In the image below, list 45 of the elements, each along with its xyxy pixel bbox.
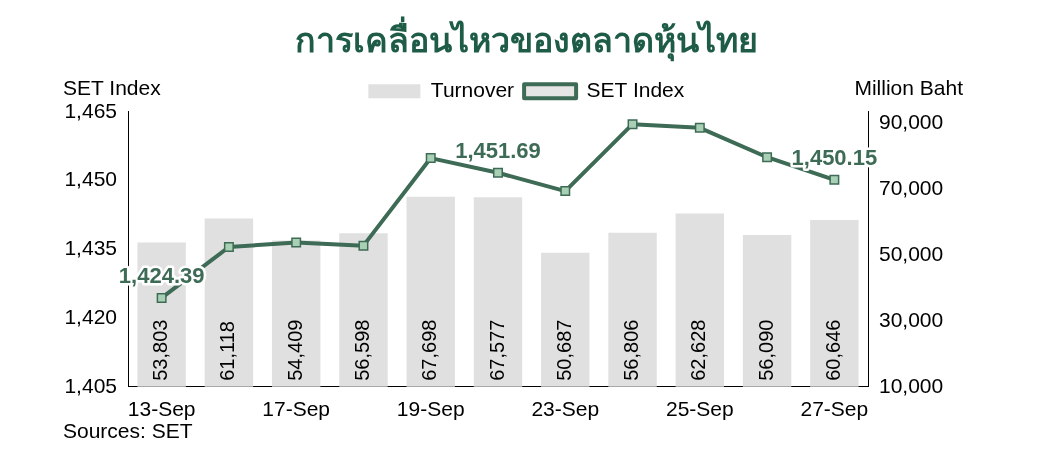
y-tick-label: 1,405	[64, 373, 117, 397]
y2-tick-label: 30,000	[879, 307, 944, 331]
y-tick-label: 1,435	[64, 236, 117, 260]
y2-axis-title: Million Baht	[854, 76, 964, 99]
source-note: Sources: SET	[63, 419, 193, 442]
data-label: 61,118	[216, 321, 239, 381]
x-tick-label: 25-Sep	[665, 397, 734, 421]
y-tick-label: 1,450	[64, 167, 117, 191]
y2-tick-label: 10,000	[879, 373, 944, 397]
data-label: 62,628	[687, 319, 710, 381]
data-label: 1,451.69	[455, 137, 541, 163]
data-label: 67,698	[418, 319, 441, 381]
data-label: 67,577	[485, 319, 508, 381]
x-tick-label: 17-Sep	[262, 397, 331, 421]
data-label: 56,090	[754, 319, 777, 381]
data-label: 56,598	[350, 319, 373, 381]
x-tick-label: 19-Sep	[396, 397, 465, 421]
data-label: 50,687	[552, 319, 575, 381]
data-label: 60,646	[821, 319, 844, 381]
point	[425, 153, 436, 164]
point	[694, 122, 705, 133]
point	[560, 186, 571, 197]
point	[223, 242, 234, 252]
x-tick-label: 13-Sep	[127, 397, 196, 421]
point	[291, 237, 302, 248]
data-label: 53,803	[149, 319, 172, 381]
point	[156, 292, 167, 303]
point	[358, 240, 369, 251]
point	[762, 152, 773, 163]
point	[829, 174, 840, 185]
legend-label: SET Index	[586, 78, 685, 102]
chart-title: การเคลื่อนไหวของตลาดหุ้นไทย	[295, 15, 758, 62]
y2-tick-label: 50,000	[879, 241, 944, 265]
data-label: 56,806	[620, 319, 643, 381]
y2-tick-label: 90,000	[879, 110, 944, 134]
y-tick-label: 1,465	[64, 98, 117, 122]
y-tick-label: 1,420	[64, 304, 117, 328]
y2-tick-label: 70,000	[879, 175, 944, 199]
data-label: 54,409	[283, 319, 306, 381]
x-tick-label: 23-Sep	[531, 397, 600, 421]
y-axis-title: SET Index	[63, 76, 162, 99]
point	[493, 167, 503, 178]
x-tick-label: 27-Sep	[800, 397, 869, 421]
legend-label: Turnover	[430, 78, 515, 102]
point	[627, 119, 638, 130]
